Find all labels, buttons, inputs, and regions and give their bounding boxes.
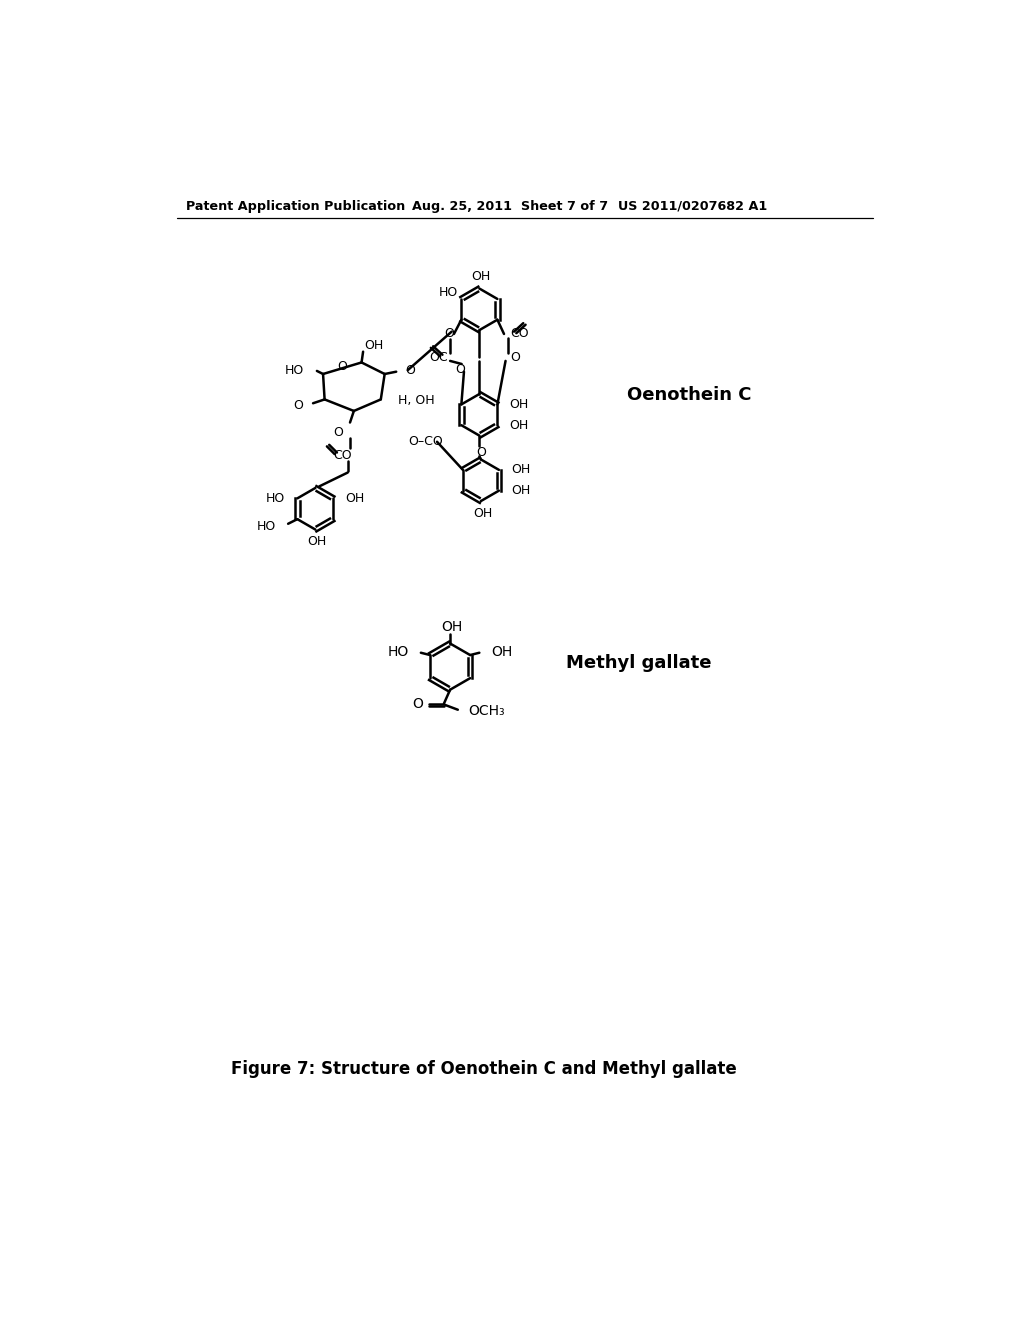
Text: O: O	[293, 399, 303, 412]
Text: HO: HO	[285, 363, 304, 376]
Text: HO: HO	[439, 286, 459, 300]
Text: OCH₃: OCH₃	[469, 705, 505, 718]
Text: Figure 7: Structure of Oenothein C and Methyl gallate: Figure 7: Structure of Oenothein C and M…	[230, 1060, 736, 1078]
Text: O: O	[334, 426, 343, 440]
Text: O: O	[456, 363, 465, 376]
Text: OH: OH	[473, 507, 493, 520]
Text: OH: OH	[441, 620, 462, 635]
Text: OH: OH	[511, 484, 530, 498]
Text: Methyl gallate: Methyl gallate	[565, 653, 711, 672]
Text: OH: OH	[492, 645, 513, 659]
Text: O: O	[413, 697, 423, 711]
Text: OH: OH	[307, 536, 327, 548]
Text: US 2011/0207682 A1: US 2011/0207682 A1	[617, 199, 767, 213]
Text: OH: OH	[511, 463, 530, 477]
Text: O: O	[510, 351, 520, 363]
Text: OH: OH	[346, 492, 365, 504]
Text: HO: HO	[257, 520, 275, 533]
Text: HO: HO	[387, 645, 409, 659]
Text: Patent Application Publication: Patent Application Publication	[186, 199, 406, 213]
Text: CO: CO	[333, 449, 351, 462]
Text: O: O	[406, 363, 416, 376]
Text: O: O	[476, 446, 485, 459]
Text: O: O	[444, 327, 455, 341]
Text: H, OH: H, OH	[397, 395, 434, 408]
Text: HO: HO	[266, 492, 285, 504]
Text: OH: OH	[510, 418, 529, 432]
Text: O–CO: O–CO	[409, 436, 442, 449]
Text: OH: OH	[364, 339, 383, 352]
Text: Aug. 25, 2011  Sheet 7 of 7: Aug. 25, 2011 Sheet 7 of 7	[412, 199, 607, 213]
Text: OH: OH	[510, 397, 529, 411]
Text: O: O	[337, 360, 347, 372]
Text: OC: OC	[429, 351, 447, 363]
Text: OH: OH	[471, 269, 490, 282]
Text: Oenothein C: Oenothein C	[628, 385, 752, 404]
Text: CO: CO	[510, 327, 528, 341]
